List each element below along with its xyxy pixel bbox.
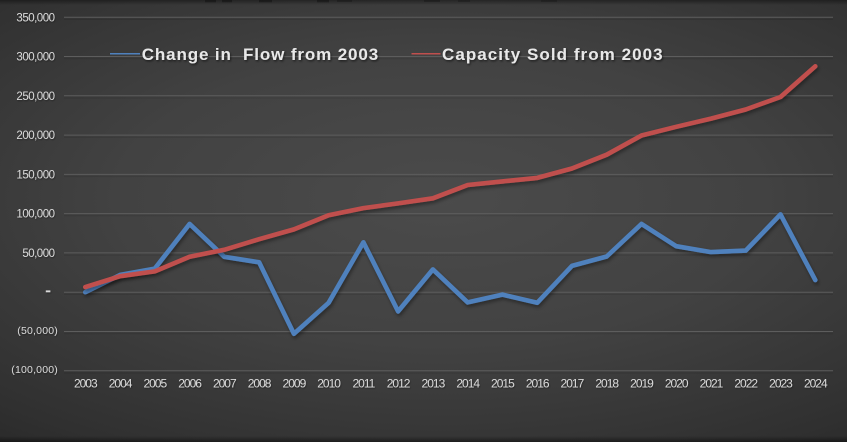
svg-text:2012: 2012 xyxy=(387,376,411,390)
svg-text:2005: 2005 xyxy=(143,376,167,390)
svg-text:(50,000): (50,000) xyxy=(17,325,58,337)
svg-text:2003: 2003 xyxy=(74,376,98,390)
svg-text:2010: 2010 xyxy=(317,376,341,390)
svg-text:(100,000): (100,000) xyxy=(11,364,58,376)
svg-text:Change in Flow from 2003: Change in Flow from 2003 xyxy=(142,45,379,64)
svg-text:200,000: 200,000 xyxy=(16,130,54,142)
svg-text:100,000: 100,000 xyxy=(16,209,54,221)
svg-text:Capacity Sold from 2003: Capacity Sold from 2003 xyxy=(442,45,664,64)
svg-text:2015: 2015 xyxy=(491,376,515,390)
svg-text:150,000: 150,000 xyxy=(16,170,54,182)
svg-text:2006: 2006 xyxy=(178,376,202,390)
svg-text:2017: 2017 xyxy=(561,376,585,390)
svg-text:2018: 2018 xyxy=(595,376,619,390)
svg-text:2004: 2004 xyxy=(109,376,133,390)
svg-text:2011: 2011 xyxy=(352,376,375,390)
svg-text:300,000: 300,000 xyxy=(16,52,54,64)
svg-text:2016: 2016 xyxy=(526,376,550,390)
svg-text:2013: 2013 xyxy=(422,376,446,390)
svg-text:350,000: 350,000 xyxy=(16,12,54,24)
svg-text:2014: 2014 xyxy=(456,376,480,390)
svg-text:2020: 2020 xyxy=(665,376,689,390)
svg-text:2007: 2007 xyxy=(213,376,237,390)
svg-text:250,000: 250,000 xyxy=(16,91,54,103)
svg-text:50,000: 50,000 xyxy=(22,248,54,260)
svg-text:2009: 2009 xyxy=(283,376,307,390)
svg-text:2021: 2021 xyxy=(700,376,724,390)
svg-text:2019: 2019 xyxy=(630,376,654,390)
svg-text:2024: 2024 xyxy=(804,376,828,390)
svg-text:2022: 2022 xyxy=(734,376,758,390)
svg-text:2023: 2023 xyxy=(769,376,793,390)
svg-text:2008: 2008 xyxy=(248,376,272,390)
